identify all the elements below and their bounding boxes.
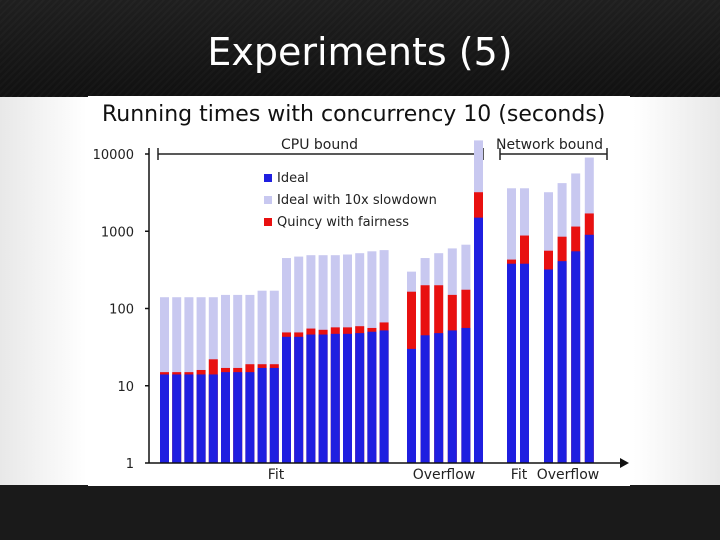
bar-ideal xyxy=(330,333,340,463)
legend-label-quincy: Quincy with fairness xyxy=(277,215,409,230)
bar-ideal xyxy=(407,348,416,463)
bar-ideal xyxy=(474,217,483,463)
bar-ideal xyxy=(367,331,377,463)
y-tick-label: 1 xyxy=(126,457,134,472)
bar-ideal xyxy=(221,372,230,463)
bar-ideal xyxy=(461,327,471,463)
bar-ideal xyxy=(520,263,529,463)
bar-ideal xyxy=(355,333,365,463)
bar-ideal xyxy=(343,333,352,463)
bar-ideal xyxy=(306,334,316,463)
group-label-cpu-bound: CPU bound xyxy=(281,137,358,153)
slide-title: Experiments (5) xyxy=(207,30,513,74)
bar-ideal xyxy=(434,333,444,463)
bars-layer xyxy=(160,140,594,463)
bar-ideal xyxy=(544,269,553,463)
bar-ideal xyxy=(294,336,304,463)
legend-label-slowdown: Ideal with 10x slowdown xyxy=(277,193,437,208)
bar-ideal xyxy=(208,374,218,463)
y-ticks: 1 10 100 1000 10000 xyxy=(93,148,149,472)
bottom-band xyxy=(0,485,720,540)
bar-ideal xyxy=(245,372,255,463)
x-label-cpu-overflow: Overflow xyxy=(413,467,476,483)
x-label-net-fit: Fit xyxy=(511,467,528,483)
bar-ideal xyxy=(507,263,516,463)
title-band xyxy=(0,0,720,96)
legend-label-ideal: Ideal xyxy=(277,171,309,186)
legend-swatch-quincy xyxy=(264,218,272,226)
network-bound-bracket xyxy=(499,148,608,160)
bar-ideal xyxy=(184,374,194,463)
bar-ideal xyxy=(318,334,328,463)
bar-ideal xyxy=(257,367,267,463)
bar-ideal xyxy=(420,335,430,463)
bar-chart: Running times with concurrency 10 (secon… xyxy=(88,96,630,486)
y-tick-label: 10000 xyxy=(93,148,134,163)
legend-swatch-ideal xyxy=(264,174,272,182)
bar-ideal xyxy=(282,336,291,463)
bar-ideal xyxy=(379,330,389,463)
y-tick-label: 1000 xyxy=(101,225,134,240)
bar-ideal xyxy=(233,372,243,463)
group-label-network-bound: Network bound xyxy=(496,137,603,153)
legend-swatch-slowdown xyxy=(264,196,272,204)
bar-ideal xyxy=(196,374,206,463)
bar-ideal xyxy=(447,330,457,463)
bar-ideal xyxy=(269,367,279,463)
bar-ideal xyxy=(571,251,581,463)
bar-ideal xyxy=(584,234,594,463)
bar-ideal xyxy=(172,374,182,463)
x-label-cpu-fit: Fit xyxy=(268,467,285,483)
y-tick-label: 100 xyxy=(109,303,134,318)
bar-ideal xyxy=(160,374,169,463)
bar-ideal xyxy=(557,261,567,463)
y-tick-label: 10 xyxy=(117,380,134,395)
x-axis-arrow xyxy=(620,458,629,468)
x-label-net-overflow: Overflow xyxy=(537,467,600,483)
chart-title: Running times with concurrency 10 (secon… xyxy=(102,102,605,127)
